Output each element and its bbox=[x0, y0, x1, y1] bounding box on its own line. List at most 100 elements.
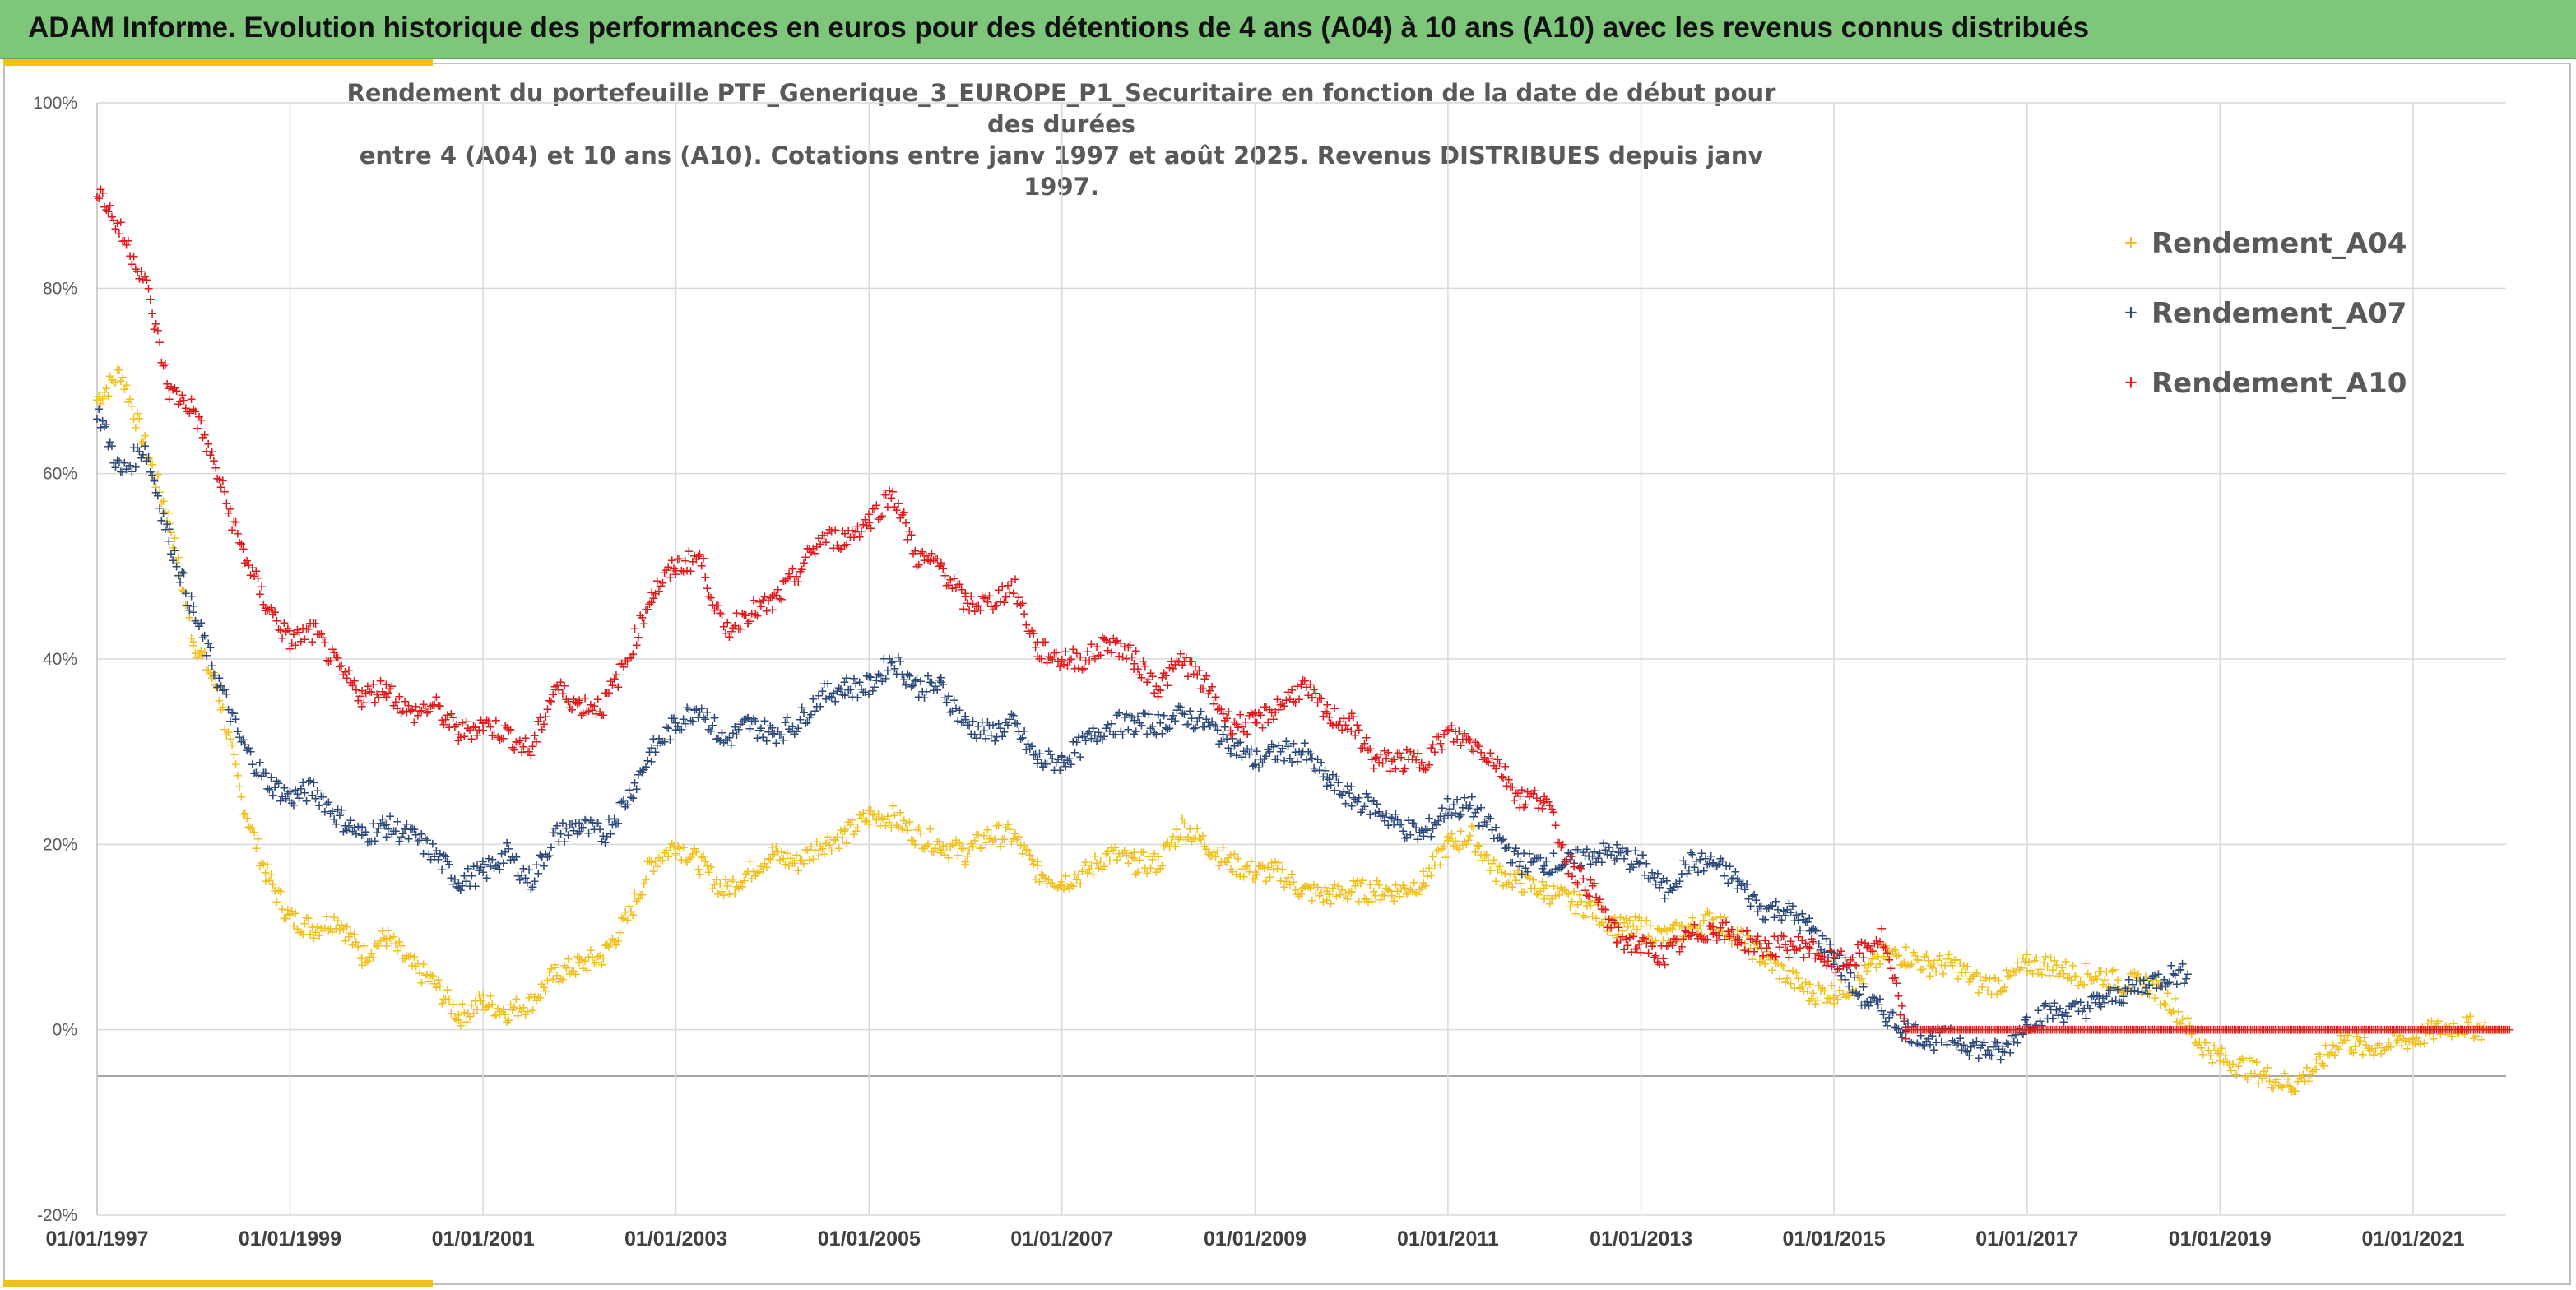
data-point: + bbox=[361, 953, 370, 971]
data-point: + bbox=[967, 834, 976, 852]
data-point: + bbox=[1564, 885, 1573, 903]
data-point: + bbox=[314, 926, 323, 944]
data-point: + bbox=[1662, 921, 1671, 940]
data-point: + bbox=[346, 924, 355, 942]
report-title: ADAM Informe. Evolution historique des p… bbox=[28, 12, 2089, 44]
data-point: + bbox=[1623, 918, 1632, 936]
legend: + Rendement_A04 + Rendement_A07 + Rendement_A… bbox=[2124, 227, 2407, 400]
data-point: + bbox=[1938, 965, 1947, 983]
data-point: + bbox=[838, 828, 847, 847]
data-point: + bbox=[1571, 904, 1580, 922]
data-point: + bbox=[272, 893, 281, 911]
data-point: + bbox=[174, 548, 183, 566]
data-point: + bbox=[675, 839, 684, 857]
data-point: + bbox=[671, 845, 680, 863]
data-point: + bbox=[1551, 886, 1560, 904]
data-point: + bbox=[1744, 926, 1753, 944]
data-point: + bbox=[378, 922, 387, 940]
data-point: + bbox=[463, 1004, 472, 1022]
data-point: + bbox=[1105, 851, 1114, 870]
data-point: + bbox=[1733, 921, 1742, 939]
data-point: + bbox=[766, 851, 775, 869]
data-point: + bbox=[1601, 910, 1610, 928]
data-point: + bbox=[1553, 879, 1562, 898]
data-point: + bbox=[389, 927, 398, 945]
data-point: + bbox=[719, 886, 728, 904]
data-point: + bbox=[1306, 879, 1315, 897]
data-point: + bbox=[443, 981, 452, 999]
data-point: + bbox=[1251, 863, 1260, 881]
data-point: + bbox=[1298, 879, 1307, 897]
data-point: + bbox=[1252, 865, 1261, 883]
data-point: + bbox=[740, 871, 749, 889]
data-point: + bbox=[638, 885, 647, 903]
data-point: + bbox=[244, 818, 253, 836]
data-point: + bbox=[936, 844, 945, 862]
data-point: + bbox=[782, 844, 791, 862]
data-point: + bbox=[1360, 889, 1369, 907]
data-point: + bbox=[467, 996, 476, 1014]
data-point: + bbox=[419, 955, 428, 973]
data-point: + bbox=[1362, 890, 1371, 908]
data-point: + bbox=[1903, 955, 1912, 973]
data-point: + bbox=[1918, 960, 1927, 978]
data-point: + bbox=[132, 404, 142, 422]
data-point: + bbox=[376, 931, 385, 949]
data-point: + bbox=[657, 851, 666, 869]
data-point: + bbox=[1018, 845, 1027, 863]
data-point: + bbox=[773, 843, 782, 861]
data-point: + bbox=[779, 850, 788, 868]
data-point: + bbox=[160, 355, 169, 373]
data-point: + bbox=[333, 912, 342, 930]
data-point: + bbox=[983, 821, 992, 839]
data-point: + bbox=[1618, 921, 1627, 940]
data-point: + bbox=[151, 478, 160, 496]
data-point: + bbox=[935, 832, 944, 850]
data-point: + bbox=[509, 998, 518, 1016]
data-point: + bbox=[1140, 859, 1149, 877]
data-point: + bbox=[1076, 748, 1085, 766]
data-point: + bbox=[940, 846, 949, 864]
data-point: + bbox=[1283, 869, 1293, 887]
data-point: + bbox=[1807, 990, 1816, 1008]
data-point: + bbox=[1090, 847, 1099, 865]
data-point: + bbox=[193, 648, 202, 666]
data-point: + bbox=[1693, 925, 1702, 943]
data-point: + bbox=[276, 883, 285, 901]
data-point: + bbox=[1385, 882, 1395, 900]
data-point: + bbox=[1742, 926, 1751, 944]
data-point: + bbox=[599, 949, 608, 968]
data-point: + bbox=[1899, 954, 1908, 972]
y-tick-label: 0% bbox=[53, 1021, 77, 1040]
legend-marker: + bbox=[2124, 370, 2137, 395]
data-point: + bbox=[460, 1004, 469, 1022]
data-point: + bbox=[324, 921, 333, 940]
data-point: + bbox=[1855, 972, 1864, 990]
data-point: + bbox=[1771, 954, 1780, 972]
data-point: + bbox=[1775, 969, 1785, 987]
data-point: + bbox=[1413, 885, 1423, 903]
data-point: + bbox=[629, 906, 638, 924]
data-point: + bbox=[1418, 862, 1427, 880]
data-point: + bbox=[495, 1005, 504, 1023]
data-point: + bbox=[791, 846, 801, 864]
data-point: + bbox=[972, 825, 981, 843]
x-tick-label: 01/01/1997 bbox=[45, 1227, 148, 1251]
data-point: + bbox=[1050, 877, 1059, 895]
data-point: + bbox=[704, 863, 713, 881]
data-point: + bbox=[1005, 820, 1014, 838]
data-point: + bbox=[1415, 880, 1424, 898]
data-point: + bbox=[1848, 981, 1857, 999]
data-point: + bbox=[283, 901, 292, 919]
data-point: + bbox=[1678, 927, 1687, 945]
data-point: + bbox=[354, 937, 363, 955]
data-point: + bbox=[1076, 875, 1085, 893]
legend-label: Rendement_A04 bbox=[2151, 227, 2407, 260]
data-point: + bbox=[1131, 865, 1140, 883]
data-point: + bbox=[1575, 886, 1584, 904]
data-point: + bbox=[1322, 882, 1331, 900]
data-point: + bbox=[153, 466, 162, 484]
data-point: + bbox=[465, 1008, 474, 1026]
data-point: + bbox=[122, 376, 131, 394]
data-point: + bbox=[619, 910, 628, 928]
